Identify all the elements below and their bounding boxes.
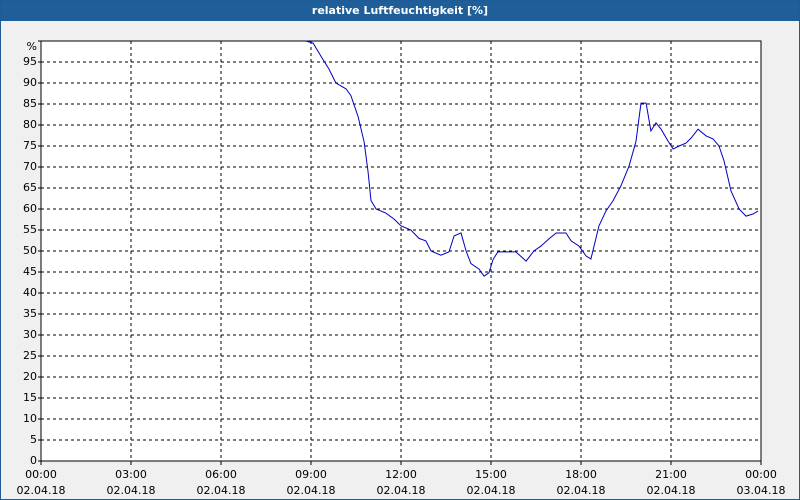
x-tick-label: 09:00 02.04.18 [286,468,336,497]
data-line [305,40,759,277]
x-tick-label: 15:00 02.04.18 [466,468,516,497]
y-tick-label: 75 [23,139,37,152]
y-tick-label: 15 [23,391,37,404]
y-tick-label: 45 [23,265,37,278]
y-tick-label: 25 [23,349,37,362]
y-tick-label: 85 [23,97,37,110]
y-tick-label: 35 [23,307,37,320]
y-tick-label: 60 [23,202,37,215]
y-tick-label: % [27,40,37,53]
y-tick-label: 55 [23,223,37,236]
x-tick-label: 18:00 02.04.18 [556,468,606,497]
y-tick-label: 30 [23,328,37,341]
x-tick-label: 03:00 02.04.18 [106,468,156,497]
x-tick-label: 12:00 02.04.18 [376,468,426,497]
y-tick-label: 65 [23,181,37,194]
x-tick-label: 21:00 02.04.18 [646,468,696,497]
y-tick-label: 0 [30,454,37,467]
chart-title: relative Luftfeuchtigkeit [%] [1,1,799,21]
x-tick-label: 06:00 02.04.18 [196,468,246,497]
y-tick-label: 20 [23,370,37,383]
x-tick-label: 00:00 03.04.18 [736,468,786,497]
x-tick-label: 00:00 02.04.18 [16,468,66,497]
y-tick-label: 90 [23,76,37,89]
y-tick-label: 70 [23,160,37,173]
y-tick-label: 95 [23,55,37,68]
y-tick-label: 40 [23,286,37,299]
y-tick-label: 50 [23,244,37,257]
y-tick-label: 10 [23,412,37,425]
y-tick-label: 80 [23,118,37,131]
y-tick-label: 5 [30,433,37,446]
